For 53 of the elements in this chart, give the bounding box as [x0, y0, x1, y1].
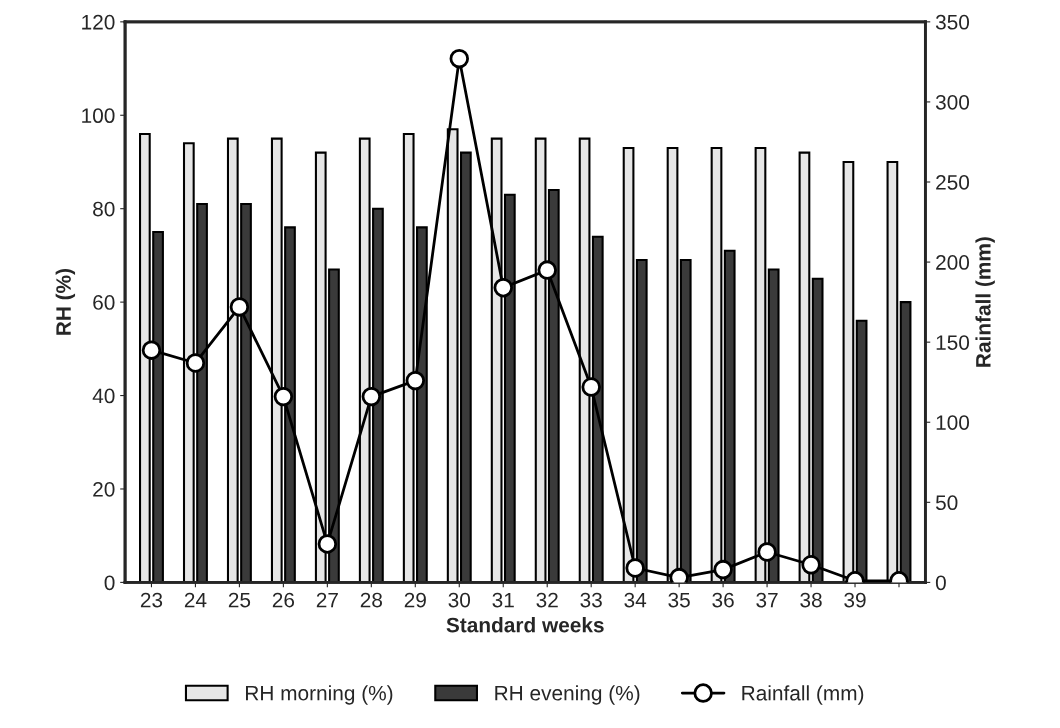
point — [405, 370, 426, 391]
x-tick-label: 33 — [580, 592, 602, 608]
y-tick-label: 20 — [93, 481, 115, 497]
y-tick-label: 80 — [93, 201, 115, 217]
x-tick-label: 38 — [800, 592, 822, 608]
point — [449, 48, 469, 69]
x-axis-title: Standard weeks — [446, 617, 604, 633]
point — [317, 534, 338, 554]
x-tick-label: 37 — [756, 592, 778, 608]
x-tick-label: 25 — [228, 592, 251, 608]
y2-tick-label: 100 — [936, 415, 970, 430]
y-axis-title: RH (%) — [55, 269, 76, 335]
x-tick-label: 35 — [668, 592, 690, 608]
x-tick-label: 32 — [536, 592, 558, 608]
y2-tick-label: 0 — [935, 575, 946, 591]
y2-tick-label: 250 — [936, 175, 970, 190]
x-tick-label: 27 — [316, 592, 338, 608]
point — [141, 340, 162, 360]
legend-label: Rainfall (mm) — [742, 685, 864, 705]
point — [273, 386, 294, 407]
point — [361, 386, 382, 407]
point — [185, 353, 206, 373]
x-tick-label: 24 — [184, 592, 207, 608]
point — [625, 558, 645, 578]
point — [493, 277, 513, 298]
point — [229, 297, 250, 317]
y-tick-label: 0 — [104, 575, 115, 591]
x-tick-label: 30 — [448, 592, 471, 608]
point — [581, 377, 601, 397]
point — [801, 555, 821, 575]
y2-tick-label: 150 — [936, 335, 970, 350]
x-tick-label: 31 — [492, 592, 514, 608]
x-tick-label: 39 — [844, 592, 866, 608]
point — [537, 260, 557, 280]
y-tick-label: 40 — [92, 388, 115, 404]
legend-label: RH morning (%) — [246, 685, 393, 705]
y-tick-label: 120 — [82, 14, 115, 30]
x-tick-label: 28 — [360, 592, 383, 608]
y2-tick-label: 300 — [935, 94, 970, 110]
y2-tick-label: 50 — [935, 495, 958, 511]
y-tick-label: 60 — [93, 295, 115, 310]
y-tick-label: 100 — [82, 108, 115, 124]
point — [757, 542, 777, 562]
y2-tick-label: 200 — [936, 255, 970, 270]
point — [713, 559, 733, 580]
y2-axis-title: Rainfall (mm) — [975, 237, 995, 367]
x-tick-label: 23 — [140, 592, 163, 608]
x-tick-label: 26 — [272, 592, 295, 608]
x-tick-label: 36 — [712, 592, 734, 608]
legend-label: RH evening (%) — [495, 685, 640, 705]
y2-tick-label: 350 — [935, 14, 970, 30]
x-tick-label: 29 — [404, 592, 426, 608]
x-tick-label: 34 — [624, 592, 647, 608]
